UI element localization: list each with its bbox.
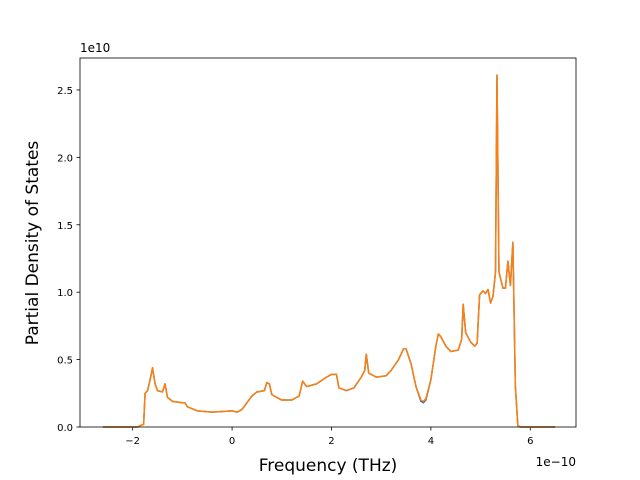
x-tick-label: 4 bbox=[428, 436, 434, 447]
x-axis-label: Frequency (THz) bbox=[259, 456, 398, 476]
axes-frame bbox=[79, 57, 577, 428]
y-tick-label: 2.5 bbox=[57, 86, 73, 97]
y-tick-label: 0.5 bbox=[57, 356, 73, 367]
y-tick-label: 1.5 bbox=[57, 221, 73, 232]
x-tick-label: 6 bbox=[527, 436, 533, 447]
x-tick-label: −2 bbox=[125, 436, 140, 447]
y-tick-label: 2.0 bbox=[57, 153, 73, 164]
y-offset-label: 1e10 bbox=[80, 41, 110, 55]
y-axis-label: Partial Density of States bbox=[23, 141, 43, 346]
series-line bbox=[102, 74, 556, 428]
y-tick-label: 0.0 bbox=[57, 423, 73, 434]
x-tick-label: 0 bbox=[229, 436, 235, 447]
x-offset-label: 1e−10 bbox=[536, 455, 576, 469]
y-tick-label: 1.0 bbox=[57, 288, 73, 299]
x-tick-label: 2 bbox=[328, 436, 334, 447]
